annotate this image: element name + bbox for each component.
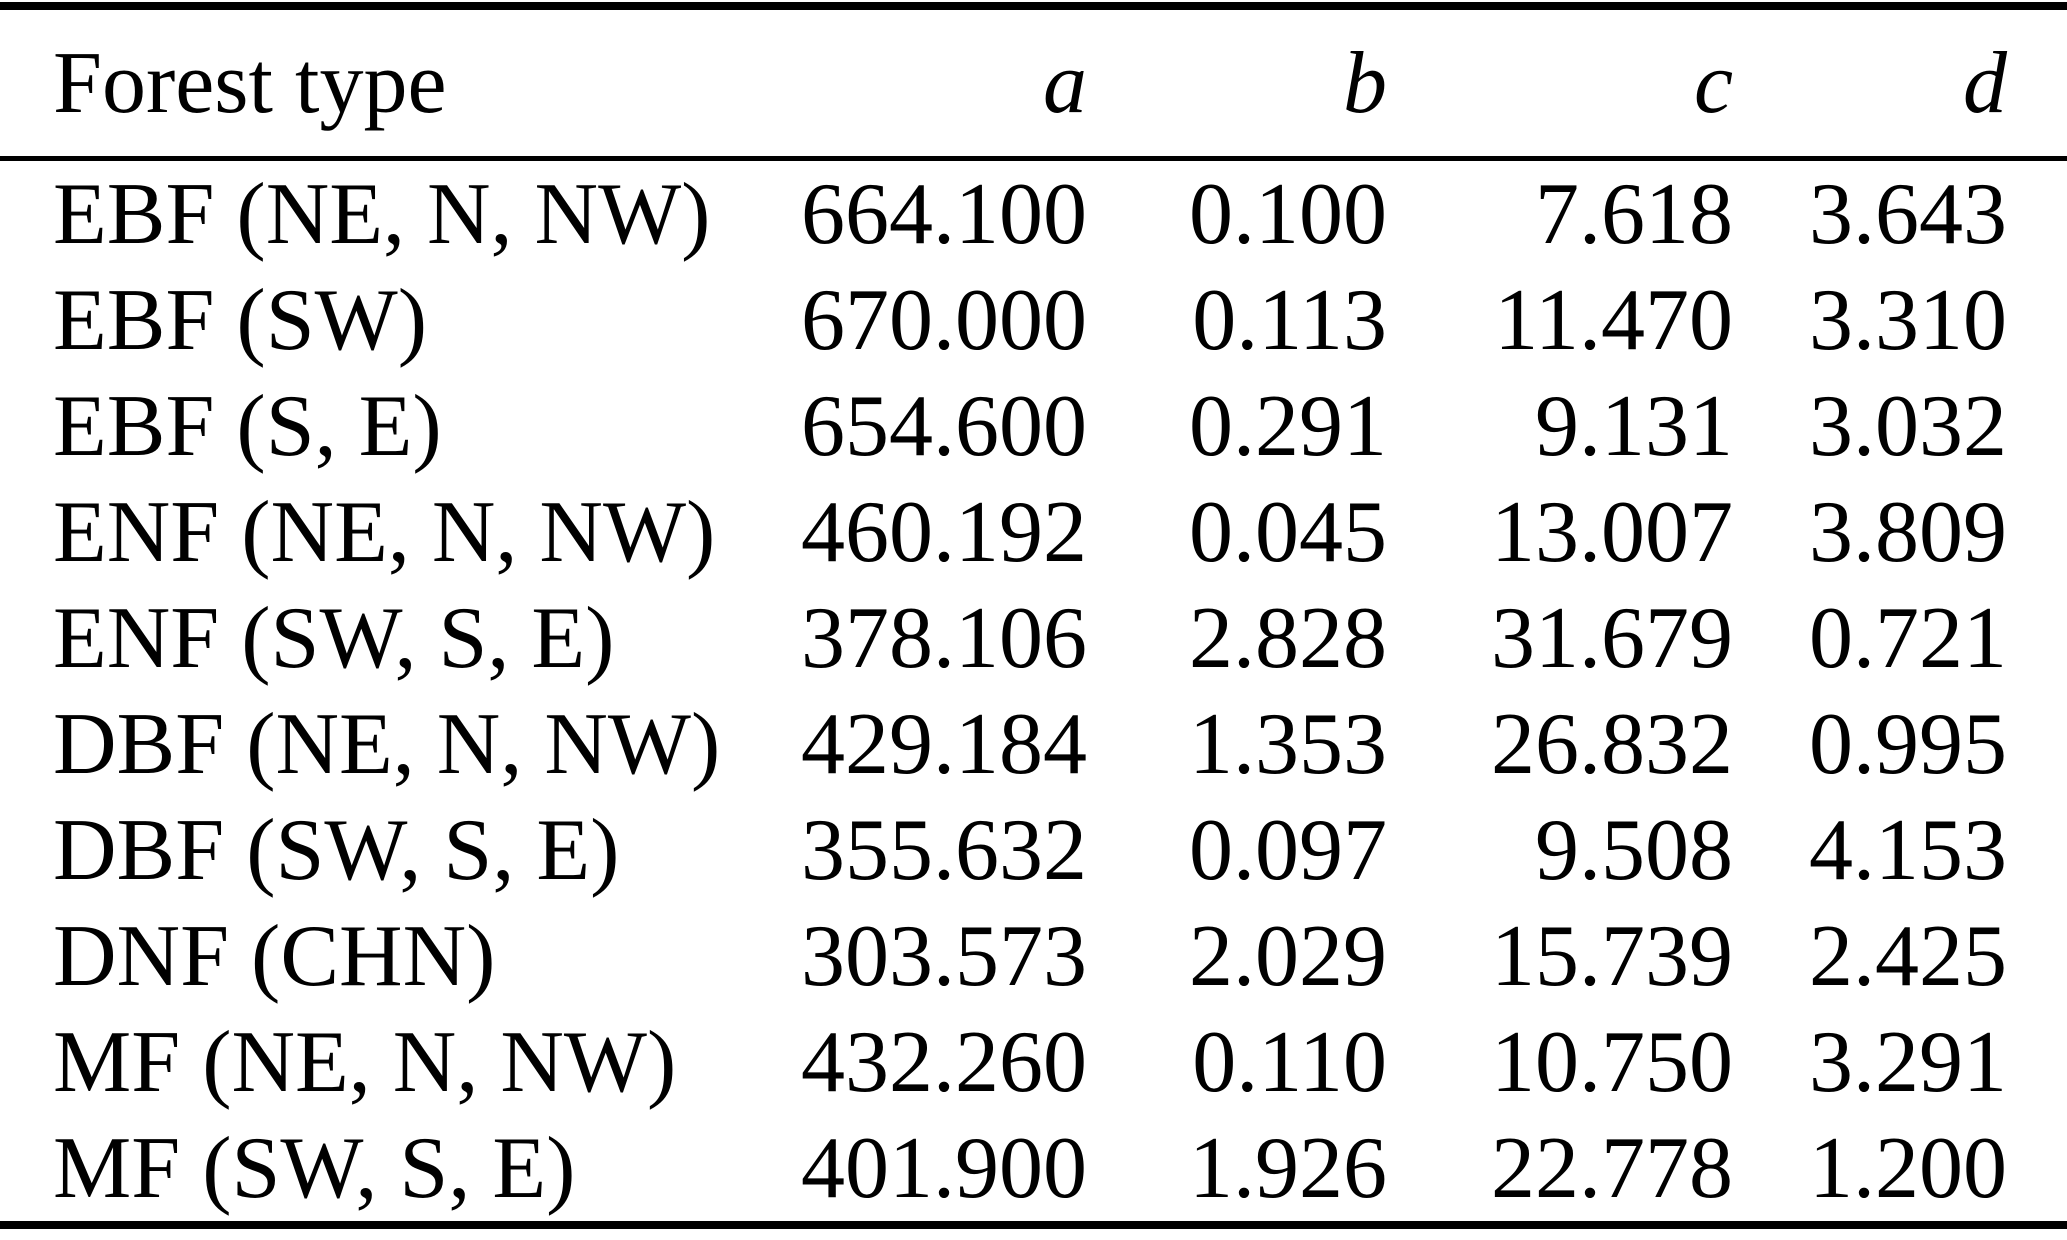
column-header-c: c [1387,6,1733,161]
value-cell-b: 1.926 [1189,1119,1387,1217]
value-cell-a: 664.100 [801,165,1087,263]
value-cell-a: 460.192 [801,483,1087,581]
value-cell-a: 429.184 [801,695,1087,793]
column-header-forest-type: Forest type [0,6,800,161]
table-row: EBF (NE, N, NW) 664.100 0.100 7.618 3.64… [0,159,2067,268]
forest-type-cell: DNF (CHN) [53,907,496,1005]
forest-type-cell: MF (NE, N, NW) [53,1013,677,1111]
value-cell-d: 0.995 [1809,695,2007,793]
table-row: ENF (NE, N, NW) 460.192 0.045 13.007 3.8… [0,479,2067,585]
value-cell-a: 401.900 [801,1119,1087,1217]
table-row: MF (SW, S, E) 401.900 1.926 22.778 1.200 [0,1115,2067,1225]
value-cell-c: 15.739 [1491,907,1733,1005]
forest-type-cell: EBF (SW) [53,271,427,369]
value-cell-a: 303.573 [801,907,1087,1005]
value-cell-c: 13.007 [1491,483,1733,581]
value-cell-b: 2.029 [1189,907,1387,1005]
value-cell-d: 1.200 [1809,1119,2007,1217]
forest-type-cell: MF (SW, S, E) [53,1119,576,1217]
value-cell-b: 0.110 [1192,1013,1387,1111]
column-header-a: a [800,6,1087,161]
forest-type-cell: ENF (SW, S, E) [53,589,615,687]
value-cell-d: 0.721 [1809,589,2007,687]
value-cell-c: 9.131 [1535,377,1733,475]
value-cell-d: 3.643 [1809,165,2007,263]
value-cell-b: 0.113 [1192,271,1387,369]
value-cell-c: 31.679 [1491,589,1733,687]
value-cell-d: 3.032 [1809,377,2007,475]
value-cell-c: 26.832 [1491,695,1733,793]
value-cell-b: 0.045 [1189,483,1387,581]
value-cell-d: 3.310 [1809,271,2007,369]
value-cell-a: 355.632 [801,801,1087,899]
table-row: DBF (NE, N, NW) 429.184 1.353 26.832 0.9… [0,691,2067,797]
value-cell-c: 7.618 [1535,165,1733,263]
column-header-d: d [1733,6,2067,161]
table-row: ENF (SW, S, E) 378.106 2.828 31.679 0.72… [0,585,2067,691]
value-cell-a: 670.000 [801,271,1087,369]
column-header-b: b [1087,6,1387,161]
value-cell-b: 1.353 [1189,695,1387,793]
value-cell-b: 0.291 [1189,377,1387,475]
value-cell-b: 2.828 [1189,589,1387,687]
table-header: Forest type a b c d [0,6,2067,161]
forest-type-cell: EBF (NE, N, NW) [53,165,711,263]
forest-type-cell: DBF (SW, S, E) [53,801,620,899]
table-row: DNF (CHN) 303.573 2.029 15.739 2.425 [0,903,2067,1009]
value-cell-d: 4.153 [1809,801,2007,899]
forest-type-cell: DBF (NE, N, NW) [53,695,721,793]
value-cell-b: 0.097 [1189,801,1387,899]
value-cell-d: 3.291 [1809,1013,2007,1111]
table-row: EBF (S, E) 654.600 0.291 9.131 3.032 [0,373,2067,479]
table-row: MF (NE, N, NW) 432.260 0.110 10.750 3.29… [0,1009,2067,1115]
value-cell-c: 11.470 [1494,271,1733,369]
value-cell-c: 10.750 [1491,1013,1733,1111]
value-cell-a: 654.600 [801,377,1087,475]
value-cell-d: 3.809 [1809,483,2007,581]
header-row: Forest type a b c d [0,6,2067,161]
table-row: EBF (SW) 670.000 0.113 11.470 3.310 [0,267,2067,373]
value-cell-b: 0.100 [1189,165,1387,263]
forest-type-cell: ENF (NE, N, NW) [53,483,716,581]
table-body: EBF (NE, N, NW) 664.100 0.100 7.618 3.64… [0,159,2067,1226]
value-cell-d: 2.425 [1809,907,2007,1005]
value-cell-a: 378.106 [801,589,1087,687]
value-cell-c: 22.778 [1491,1119,1733,1217]
value-cell-c: 9.508 [1535,801,1733,899]
table-row: DBF (SW, S, E) 355.632 0.097 9.508 4.153 [0,797,2067,903]
value-cell-a: 432.260 [801,1013,1087,1111]
forest-type-cell: EBF (S, E) [53,377,442,475]
